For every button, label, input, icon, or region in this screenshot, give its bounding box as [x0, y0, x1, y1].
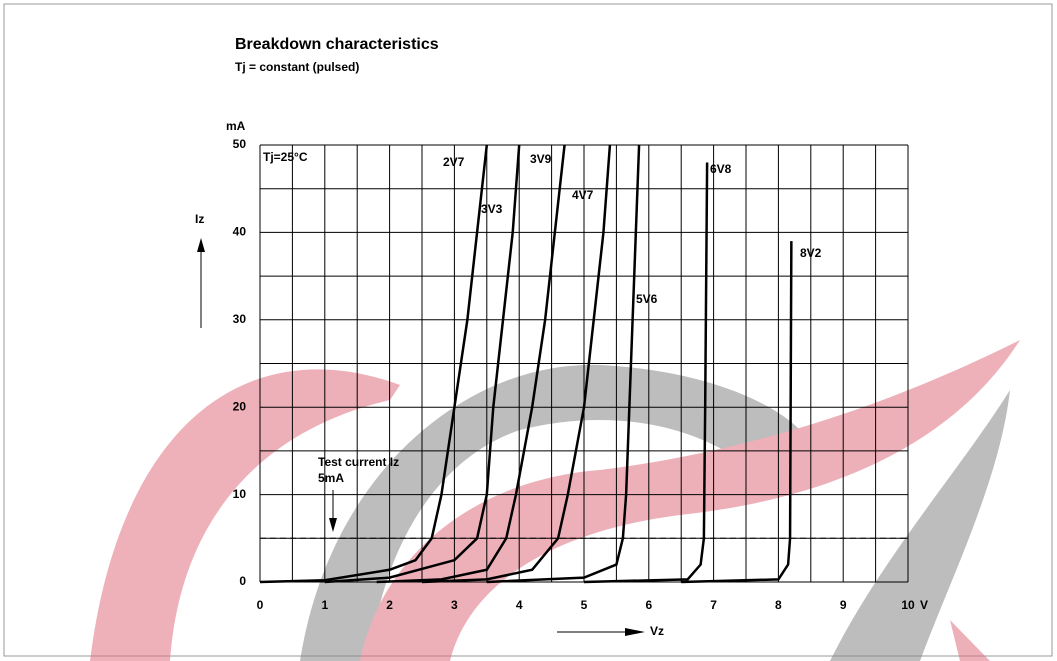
series-line — [681, 241, 793, 584]
series-line — [486, 144, 641, 584]
condition: Tj=25°C — [263, 150, 308, 164]
x-tick-label: 1 — [321, 598, 328, 612]
title: Breakdown characteristics — [235, 36, 439, 53]
y-label: Iz — [195, 212, 204, 226]
x-tick-label: 3 — [451, 598, 458, 612]
x-tick-label: 4 — [516, 598, 523, 612]
y-tick-label: 10 — [233, 487, 247, 501]
series-line — [583, 162, 709, 584]
watermark — [90, 340, 1020, 661]
series-label: 5V6 — [636, 292, 658, 306]
x-unit: V — [920, 598, 928, 612]
x-label: Vz — [650, 624, 664, 638]
x-tick-label: 10 — [901, 598, 915, 612]
y-tick-label: 0 — [239, 574, 246, 588]
series-line — [421, 144, 612, 584]
series-line — [324, 144, 521, 584]
ref-label: Test current Iz — [318, 455, 399, 469]
x-tick-label: 8 — [775, 598, 782, 612]
x-tick-label: 9 — [840, 598, 847, 612]
x-tick-label: 2 — [386, 598, 393, 612]
y-tick-label: 20 — [233, 399, 247, 413]
series-label: 2V7 — [443, 155, 465, 169]
series-label: 8V2 — [800, 246, 822, 260]
frame — [3, 3, 1053, 657]
series-label: 3V9 — [530, 152, 552, 166]
y-arrow-head — [197, 238, 205, 252]
y-unit: mA — [226, 119, 246, 133]
ref-label: 5mA — [318, 471, 344, 485]
series-label: 3V3 — [481, 202, 503, 216]
x-tick-label: 0 — [257, 598, 264, 612]
y-tick-label: 50 — [233, 137, 247, 151]
x-arrow-head — [625, 628, 645, 636]
series-line — [259, 144, 489, 584]
ref-arrow-head — [329, 518, 337, 532]
y-tick-label: 40 — [233, 225, 247, 239]
x-tick-label: 6 — [645, 598, 652, 612]
series-label: 4V7 — [572, 188, 594, 202]
y-tick-label: 30 — [233, 312, 247, 326]
series-line — [376, 144, 566, 584]
subtitle: Tj = constant (pulsed) — [235, 60, 359, 74]
series-label: 6V8 — [710, 162, 732, 176]
x-tick-label: 5 — [581, 598, 588, 612]
x-tick-label: 7 — [710, 598, 717, 612]
